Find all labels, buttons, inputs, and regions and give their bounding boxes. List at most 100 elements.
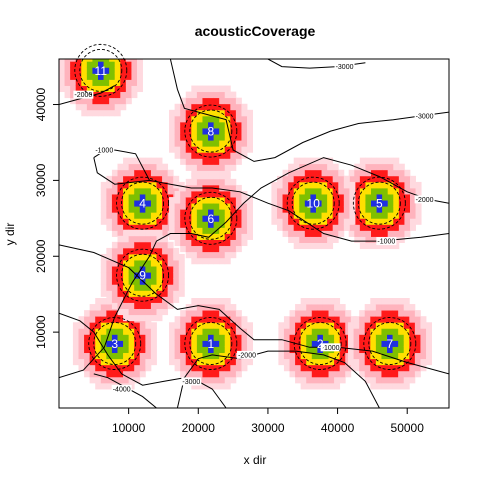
heat-cell	[306, 297, 313, 305]
heat-cell	[139, 224, 146, 231]
heat-cell	[123, 314, 130, 322]
heat-cell	[276, 187, 283, 195]
heat-cell	[109, 79, 116, 86]
heat-cell	[106, 352, 113, 360]
heat-cell	[278, 352, 285, 360]
heat-cell	[371, 224, 377, 231]
heat-cell	[208, 97, 215, 105]
heat-cell	[185, 340, 192, 347]
heat-cell	[100, 187, 107, 195]
heat-cell	[125, 91, 132, 99]
heat-cell	[169, 115, 176, 123]
heat-cell	[196, 91, 203, 99]
heat-cell	[213, 382, 220, 390]
heat-cell	[162, 181, 169, 189]
heat-cell	[359, 187, 366, 195]
heat-cell	[219, 328, 226, 335]
heat-cell	[106, 346, 113, 354]
heat-cell	[111, 247, 118, 255]
heat-cell	[123, 266, 130, 273]
heat-cell	[310, 194, 317, 201]
heat-cell	[150, 200, 157, 207]
heat-cell	[219, 376, 226, 384]
heat-cell	[359, 206, 366, 213]
heat-cell	[370, 358, 377, 366]
heat-cell	[128, 235, 135, 243]
heat-cell	[131, 73, 138, 80]
heat-cell	[202, 91, 209, 99]
heat-cell	[224, 251, 231, 259]
heat-cell	[117, 163, 124, 171]
heat-cell	[81, 109, 88, 117]
heat-cell	[167, 272, 174, 279]
heat-cell	[359, 310, 366, 317]
heat-cell	[106, 224, 113, 231]
heat-cell	[162, 169, 169, 177]
heat-cell	[111, 322, 118, 329]
heat-cell	[235, 370, 242, 378]
heat-cell	[392, 364, 399, 372]
heat-cell	[213, 245, 220, 253]
heat-cell	[120, 79, 127, 86]
heat-cell	[191, 364, 198, 372]
heat-cell	[334, 297, 341, 305]
heat-cell	[299, 224, 306, 231]
heat-cell	[288, 230, 295, 237]
heat-cell	[95, 322, 102, 329]
heat-cell	[364, 352, 371, 360]
heat-cell	[117, 187, 124, 195]
heat-cell	[100, 212, 107, 219]
heat-cell	[191, 178, 198, 186]
heat-cell	[145, 247, 152, 255]
heat-cell	[339, 334, 346, 341]
heat-cell	[392, 382, 399, 390]
heat-cell	[213, 164, 220, 171]
heat-cell	[134, 224, 141, 231]
heat-cell	[191, 233, 198, 240]
heat-cell	[332, 187, 339, 195]
heat-cell	[398, 200, 405, 207]
heat-cell	[365, 224, 372, 231]
heat-cell	[196, 158, 203, 165]
heat-cell	[283, 328, 290, 335]
heat-cell	[75, 97, 82, 105]
heat-cell	[387, 218, 394, 225]
heat-cell	[59, 79, 65, 86]
heat-cell	[150, 229, 157, 237]
heat-cell	[364, 334, 371, 341]
heat-cell	[282, 230, 289, 237]
heat-cell	[111, 370, 118, 378]
heat-cell	[156, 224, 163, 231]
heat-cell	[343, 181, 350, 189]
heat-cell	[387, 352, 393, 360]
heat-cell	[95, 297, 102, 305]
heat-cell	[224, 103, 231, 111]
heat-cell	[393, 200, 400, 207]
heat-cell	[393, 218, 400, 225]
heat-cell	[398, 236, 405, 243]
heat-cell	[123, 175, 130, 183]
heat-cell	[283, 346, 290, 354]
heat-cell	[224, 227, 231, 234]
heat-cell	[315, 218, 322, 225]
heat-cell	[95, 364, 102, 372]
heat-cell	[409, 328, 416, 335]
heat-cell	[128, 284, 135, 291]
heat-cell	[196, 85, 203, 93]
heat-cell	[398, 382, 405, 390]
heat-cell	[213, 146, 220, 153]
contour-label: -1000	[377, 239, 395, 246]
heat-cell	[230, 376, 237, 384]
heat-cell	[213, 221, 220, 228]
heat-cell	[167, 284, 174, 291]
heat-cell	[180, 121, 187, 129]
heat-cell	[111, 316, 118, 323]
heat-cell	[167, 278, 174, 285]
heat-cell	[282, 187, 289, 195]
heat-cell	[191, 257, 198, 265]
heat-cell	[247, 215, 254, 222]
heat-cell	[208, 358, 215, 366]
y-tick-label: 10000	[34, 315, 48, 349]
heat-cell	[86, 85, 93, 93]
receiver-4: 4	[116, 176, 170, 230]
